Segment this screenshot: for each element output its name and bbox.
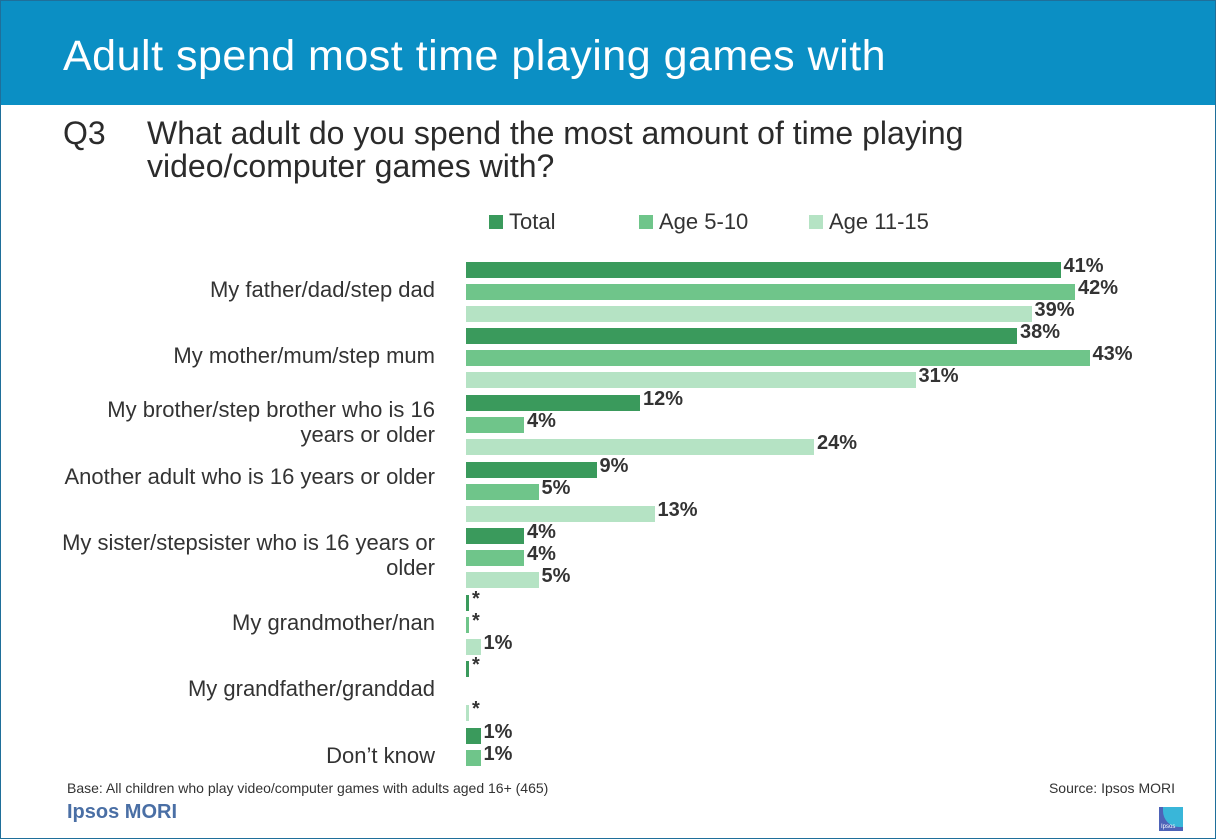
data-label: 4% <box>527 410 556 432</box>
bar <box>466 350 1090 366</box>
bar <box>466 395 640 411</box>
bar <box>466 595 469 611</box>
data-label: 42% <box>1078 277 1119 299</box>
category-label: My grandfather/granddad <box>187 675 435 701</box>
bar <box>466 528 524 544</box>
data-label: 41% <box>1063 255 1104 277</box>
bar <box>466 262 1061 278</box>
data-label: 5% <box>541 477 571 499</box>
brand-logo-text: Ipsos MORI <box>67 801 178 823</box>
data-label: 43% <box>1092 343 1133 365</box>
title-banner: Adult spend most time playing games with <box>1 1 1215 105</box>
data-label: 5% <box>541 565 571 587</box>
bar <box>466 417 524 433</box>
data-label: 1% <box>483 743 513 765</box>
data-label: 38% <box>1020 321 1061 343</box>
data-label: * <box>472 588 480 610</box>
category-label: My father/dad/step dad <box>209 276 435 302</box>
category-label: Don’t know <box>326 742 435 768</box>
data-label: 4% <box>527 543 556 565</box>
bar <box>466 572 539 588</box>
question-number: Q3 <box>63 115 106 151</box>
data-label: * <box>472 610 480 632</box>
category-label: My brother/step brother who is 16 years … <box>107 397 435 447</box>
category-label: My grandmother/nan <box>232 609 435 635</box>
legend-label: Age 11-15 <box>829 209 929 234</box>
bar <box>466 306 1032 322</box>
legend-label: Total <box>509 209 556 234</box>
bar <box>466 550 524 566</box>
legend-swatch <box>639 215 653 229</box>
data-label: 12% <box>643 388 684 410</box>
bar <box>466 750 481 766</box>
bar <box>466 728 481 744</box>
data-label: 31% <box>918 365 959 387</box>
bar <box>466 328 1017 344</box>
legend-swatch <box>809 215 823 229</box>
source-note: Source: Ipsos MORI <box>1048 780 1175 796</box>
slide-title: Adult spend most time playing games with <box>63 32 887 80</box>
data-label: * <box>472 698 480 720</box>
category-label: My sister/stepsister who is 16 years or … <box>62 530 435 580</box>
data-label: 1% <box>483 721 513 743</box>
bar <box>466 484 539 500</box>
data-label: 9% <box>599 455 629 477</box>
data-label: 24% <box>817 432 858 454</box>
base-note: Base: All children who play video/comput… <box>67 780 549 796</box>
logo-text: Ipsos <box>1161 824 1176 830</box>
legend-label: Age 5-10 <box>659 209 749 234</box>
bar <box>466 284 1075 300</box>
ipsos-logo-icon: Ipsos <box>1159 807 1183 831</box>
data-label: * <box>472 654 480 676</box>
category-label: Another adult who is 16 years or older <box>64 464 435 489</box>
bar <box>466 617 469 633</box>
bar <box>466 372 916 388</box>
question-text: What adult do you spend the most amount … <box>147 115 964 184</box>
bar <box>466 506 655 522</box>
legend-swatch <box>489 215 503 229</box>
bar <box>466 639 481 655</box>
data-label: 39% <box>1034 299 1075 321</box>
category-label: My mother/mum/step mum <box>173 342 435 368</box>
bar <box>466 705 469 721</box>
data-label: 1% <box>483 632 513 654</box>
data-label: 13% <box>657 499 698 521</box>
bar <box>466 462 597 478</box>
bar <box>466 439 814 455</box>
bar <box>466 661 469 677</box>
data-label: 4% <box>527 521 556 543</box>
